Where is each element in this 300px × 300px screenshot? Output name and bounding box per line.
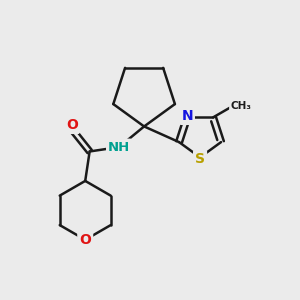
Text: O: O bbox=[79, 233, 91, 247]
Text: CH₃: CH₃ bbox=[231, 100, 252, 111]
Text: N: N bbox=[181, 109, 193, 123]
Text: NH: NH bbox=[108, 141, 130, 154]
Text: O: O bbox=[66, 118, 78, 132]
Text: S: S bbox=[195, 152, 205, 166]
